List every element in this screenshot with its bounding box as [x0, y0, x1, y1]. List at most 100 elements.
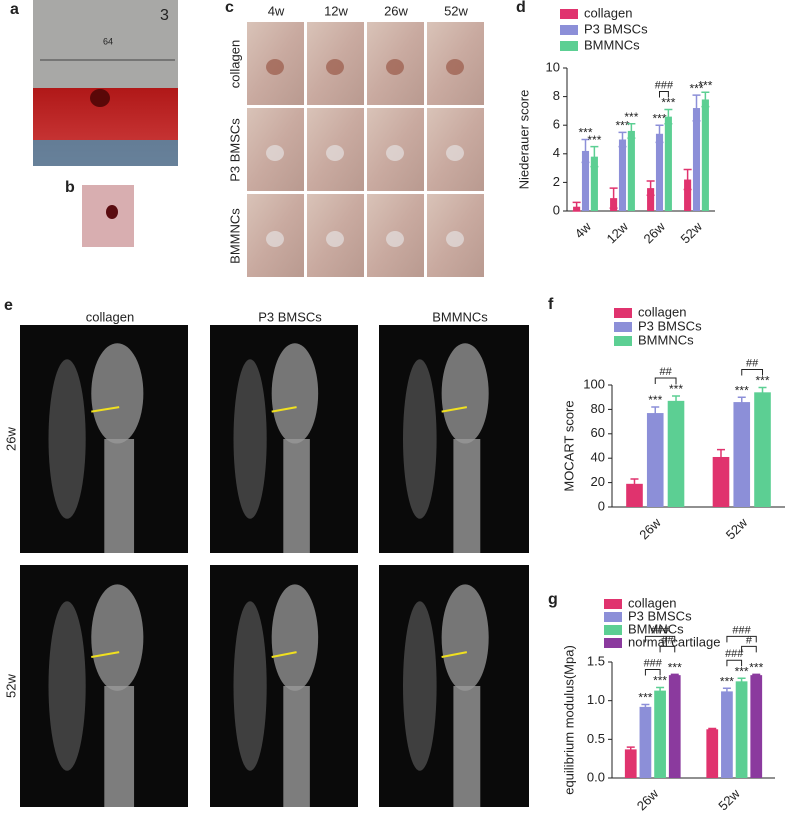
photo-a: 64 3: [33, 0, 178, 166]
tibia: [283, 686, 310, 807]
bar: [647, 188, 655, 211]
bar: [667, 400, 685, 507]
legend-label: BMMNCs: [638, 332, 694, 347]
error-bar: [692, 94, 701, 122]
row-header: collagen: [227, 40, 242, 88]
bracket-label: ###: [732, 624, 751, 636]
defect: [446, 231, 464, 247]
significance-label: ***: [638, 691, 652, 705]
y-tick-label: 0.0: [587, 769, 605, 784]
error-bar: [572, 201, 581, 212]
error-bar: [655, 124, 664, 144]
error-bar: [641, 703, 650, 710]
defect: [326, 145, 344, 161]
legend-label: P3 BMSCs: [638, 318, 702, 333]
soft-tissue: [48, 601, 86, 771]
significance-label: ***: [615, 119, 629, 133]
error-bar: [701, 91, 710, 108]
x-tick-label: 12w: [604, 219, 632, 247]
soft-tissue: [403, 359, 437, 519]
tibia: [453, 439, 481, 553]
tibia: [104, 686, 135, 807]
panel-label: b: [65, 179, 75, 196]
bar: [590, 156, 598, 211]
significance-label: ***: [652, 111, 666, 125]
error-bar: [708, 727, 717, 731]
y-tick-label: 40: [591, 450, 605, 465]
error-bar: [670, 673, 679, 677]
bar: [646, 413, 664, 507]
legend-swatch: [560, 25, 578, 35]
bar: [639, 706, 652, 778]
column-header: 12w: [324, 3, 348, 18]
error-bar: [656, 686, 665, 695]
mri-grid-e: collagen P3 BMSCs BMMNCs 26w 52w: [3, 309, 529, 807]
bar: [624, 749, 637, 778]
significance-label: ***: [653, 674, 667, 688]
defect: [386, 59, 404, 75]
y-axis-label: MOCART score: [561, 400, 576, 491]
bracket-label: ##: [660, 366, 673, 378]
error-bar: [618, 131, 627, 148]
bar: [627, 130, 635, 211]
legend-label: BMMNCs: [628, 621, 684, 636]
x-tick-label: 52w: [723, 515, 751, 543]
column-header: collagen: [86, 309, 134, 324]
y-tick-label: 0: [553, 202, 560, 217]
bracket: [726, 635, 757, 643]
error-bar: [752, 673, 761, 677]
femur: [91, 584, 144, 691]
soft-tissue: [403, 601, 437, 771]
legend-swatch: [604, 612, 622, 622]
tibia: [453, 686, 481, 807]
bar: [733, 402, 751, 507]
error-bar: [737, 677, 746, 686]
significance-label: ***: [669, 382, 683, 396]
y-tick-label: 2: [553, 174, 560, 189]
error-bar: [737, 396, 746, 408]
bar: [692, 108, 701, 211]
ruler-text: 3: [160, 7, 169, 24]
significance-label: ***: [735, 664, 749, 678]
error-bar: [646, 180, 655, 197]
bracket-label: ###: [655, 79, 674, 91]
arrow: [271, 406, 297, 413]
legend-swatch: [560, 41, 578, 51]
row-header: P3 BMSCs: [227, 118, 242, 182]
error-bar: [590, 145, 599, 168]
column-header: 52w: [444, 3, 468, 18]
defect: [266, 145, 284, 161]
bar: [750, 675, 763, 778]
soft-tissue: [233, 601, 267, 771]
defect: [326, 59, 344, 75]
legend-swatch: [604, 638, 622, 648]
defect: [266, 59, 284, 75]
defect: [266, 231, 284, 247]
y-tick-label: 1.5: [587, 653, 605, 668]
x-tick-label: 52w: [715, 786, 743, 814]
arrow: [271, 651, 297, 658]
defect: [386, 145, 404, 161]
bracket: [741, 645, 757, 653]
error-bar: [672, 395, 681, 407]
bar: [721, 691, 733, 778]
bracket-label: ##: [746, 357, 759, 369]
ruler-text: 64: [103, 36, 113, 46]
y-tick-label: 0.5: [587, 731, 605, 746]
arrow: [441, 406, 468, 413]
error-bar: [716, 448, 725, 466]
legend-swatch: [560, 9, 578, 19]
defect: [446, 59, 464, 75]
y-tick-label: 8: [553, 88, 560, 103]
y-tick-label: 80: [591, 401, 605, 416]
bracket: [644, 669, 661, 676]
legend-label: P3 BMSCs: [584, 21, 648, 36]
soft-tissue: [48, 359, 86, 519]
legend-label: BMMNCs: [584, 37, 640, 52]
bar: [706, 729, 719, 778]
error-bar: [630, 478, 639, 490]
bar: [712, 456, 730, 507]
femur: [441, 343, 489, 444]
bracket-label: ###: [725, 648, 744, 660]
